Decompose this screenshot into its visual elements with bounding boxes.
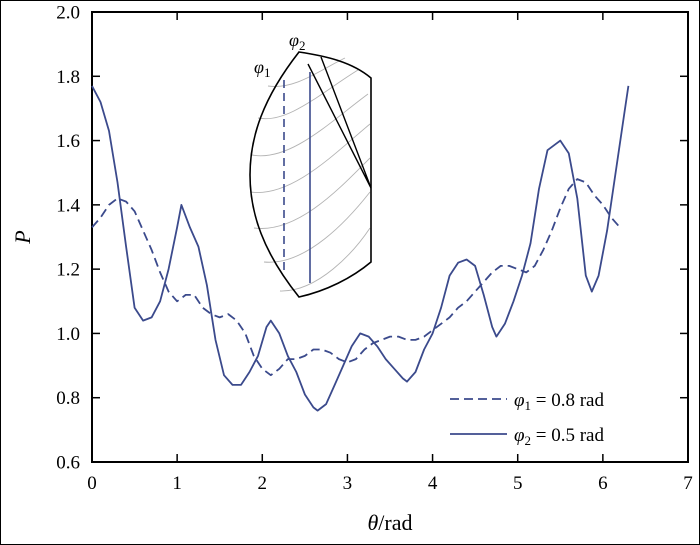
y-tick-label: 1.0 [56, 324, 80, 345]
legend: φ1 = 0.8 rad φ2 = 0.5 rad [450, 390, 604, 448]
x-tick-label: 7 [683, 473, 693, 494]
legend-label-2: φ2 = 0.5 rad [514, 425, 604, 448]
x-tick-label: 6 [598, 473, 608, 494]
x-tick-label: 2 [258, 473, 268, 494]
inset-phi2-label: φ2 [289, 30, 305, 53]
y-tick-label: 1.6 [56, 131, 80, 152]
y-tick-label: 1.8 [56, 67, 80, 88]
x-axis-label: θ/rad [367, 510, 412, 535]
series-line-phi1 [91, 178, 621, 377]
inset-wedge-lines [307, 56, 372, 189]
y-tick-label: 1.2 [56, 260, 80, 281]
inset-phi1-label: φ1 [254, 57, 270, 80]
series-line-phi2 [91, 85, 630, 412]
y-tick-label: 1.4 [56, 195, 80, 216]
inset-outline [249, 51, 372, 298]
inset-diagram: φ1 φ2 [249, 30, 372, 298]
series-lines [91, 85, 630, 412]
x-tick-label: 1 [172, 473, 182, 494]
inset-helix-curves [249, 57, 371, 292]
legend-label-1: φ1 = 0.8 rad [514, 390, 604, 413]
x-tick-label: 0 [87, 473, 97, 494]
y-tick-label: 0.8 [56, 388, 80, 409]
y-tick-label: 0.6 [56, 453, 80, 474]
plot-frame [91, 11, 689, 463]
y-tick-label: 2.0 [56, 3, 80, 24]
y-axis-label: P [10, 230, 35, 244]
x-tick-label: 4 [428, 473, 438, 494]
axes: 0 1 2 3 4 5 6 7 0.6 0.8 1.0 1.2 1.4 1.6 1.8 2.0 [56, 3, 693, 495]
x-tick-label: 3 [343, 473, 353, 494]
x-tick-label: 5 [513, 473, 523, 494]
